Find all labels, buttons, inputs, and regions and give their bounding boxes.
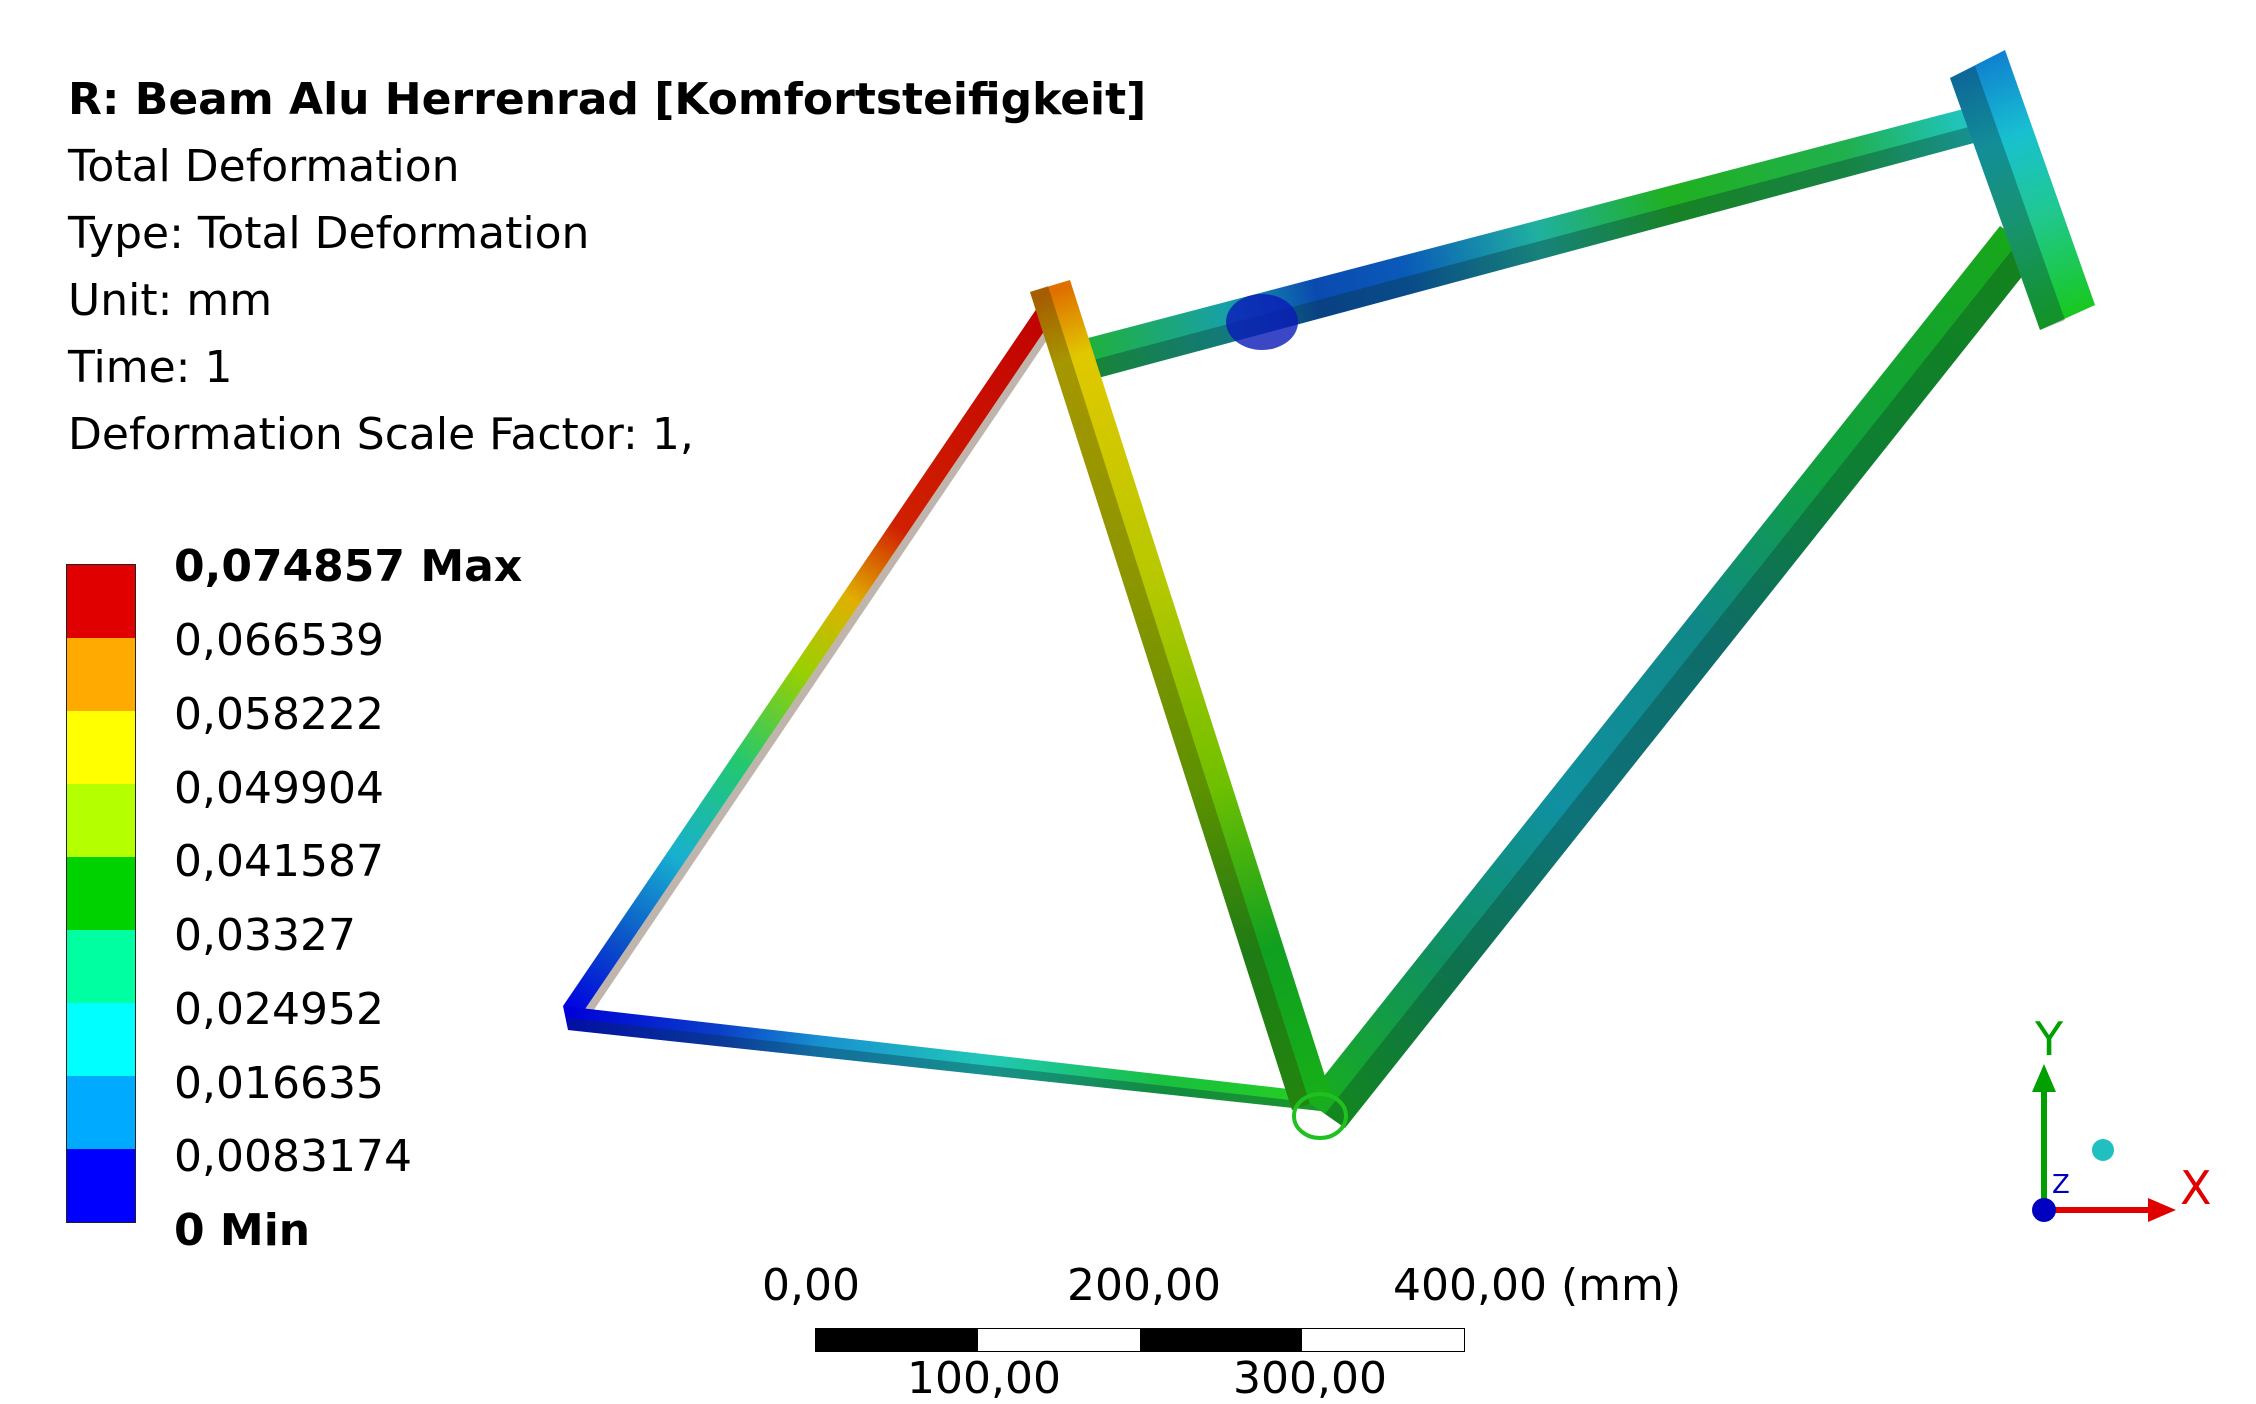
legend-swatch xyxy=(67,1149,135,1222)
legend-swatch xyxy=(67,1003,135,1076)
view-sphere-icon xyxy=(2092,1139,2114,1161)
seat-tube xyxy=(1030,280,1332,1110)
scale-label: 0,00 xyxy=(762,1260,860,1311)
legend-swatch xyxy=(67,784,135,857)
chain-stay xyxy=(563,1006,1330,1112)
result-type: Type: Total Deformation xyxy=(68,208,590,259)
down-tube xyxy=(563,286,1068,1018)
legend-label: 0,041587 xyxy=(174,836,384,887)
legend-label-min: 0 Min xyxy=(174,1205,311,1256)
legend-label: 0,03327 xyxy=(174,910,356,961)
color-legend xyxy=(66,564,136,1223)
result-time: Time: 1 xyxy=(68,342,233,393)
legend-swatch xyxy=(67,638,135,711)
seat-stay xyxy=(1305,226,2040,1128)
result-title: R: Beam Alu Herrenrad [Komfortsteifigkei… xyxy=(68,74,1147,125)
legend-label: 0,058222 xyxy=(174,689,384,740)
legend-label: 0,049904 xyxy=(174,763,384,814)
scale-label: 300,00 xyxy=(1233,1353,1387,1404)
head-tube xyxy=(1950,50,2095,330)
top-tube xyxy=(1088,106,1985,378)
legend-swatch xyxy=(67,1076,135,1149)
y-axis-label: Y xyxy=(2035,1012,2064,1066)
legend-swatch xyxy=(67,711,135,784)
bottom-bracket xyxy=(1292,1092,1348,1140)
scale-label: 100,00 xyxy=(907,1353,1061,1404)
axis-triad[interactable] xyxy=(2000,1050,2230,1250)
legend-label: 0,024952 xyxy=(174,984,384,1035)
scale-label: 400,00 (mm) xyxy=(1393,1260,1681,1311)
scale-label: 200,00 xyxy=(1067,1260,1221,1311)
legend-label: 0,066539 xyxy=(174,615,384,666)
legend-swatch xyxy=(67,565,135,638)
legend-swatch xyxy=(67,857,135,930)
legend-swatch xyxy=(67,930,135,1003)
result-name: Total Deformation xyxy=(68,141,460,192)
x-axis-label: X xyxy=(2180,1161,2212,1215)
legend-label-max: 0,074857 Max xyxy=(174,541,523,592)
deformation-scale-factor: Deformation Scale Factor: 1, xyxy=(68,409,694,460)
z-axis-label: Z xyxy=(2052,1170,2070,1200)
result-unit: Unit: mm xyxy=(68,275,273,326)
z-axis-dot xyxy=(2032,1198,2056,1222)
scale-bar xyxy=(815,1328,1465,1352)
legend-label: 0,016635 xyxy=(174,1058,384,1109)
legend-label: 0,0083174 xyxy=(174,1131,412,1182)
